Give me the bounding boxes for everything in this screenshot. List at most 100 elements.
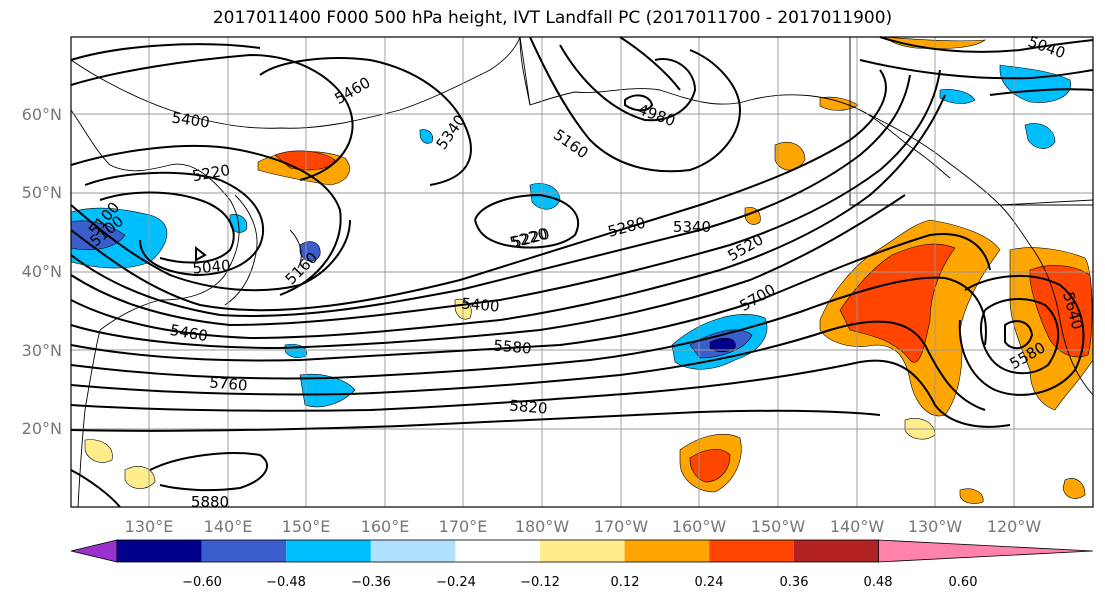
- height-contour: [70, 43, 261, 61]
- plot-frame: [70, 36, 1094, 508]
- ivt-shaded-region: [1062, 478, 1086, 499]
- height-contour: [958, 275, 1085, 396]
- ivt-shaded-region: [999, 64, 1072, 103]
- colorbar-tick-label: 0.48: [864, 575, 893, 590]
- contour-label: 5880: [191, 493, 229, 511]
- colorbar-tick-label: −0.36: [351, 575, 391, 590]
- colorbar-segment: [201, 540, 287, 562]
- colorbar-arrow-high: [878, 539, 1094, 563]
- contour-label: 5400: [461, 294, 501, 315]
- height-contour: [979, 298, 1060, 375]
- colorbar-tick-label: −0.24: [436, 575, 476, 590]
- contour-label: 5820: [509, 396, 549, 417]
- lat-label: 60°N: [22, 105, 62, 124]
- lon-label: 170°W: [594, 517, 649, 536]
- height-contour: [989, 88, 1094, 96]
- coastline: [859, 109, 951, 179]
- lat-label: 20°N: [22, 419, 62, 438]
- lon-label: 170°E: [439, 517, 488, 536]
- height-contour: [70, 53, 354, 181]
- contour-label: 5580: [493, 336, 533, 357]
- coastline: [519, 36, 531, 106]
- height-contour: [99, 191, 235, 264]
- height-contour: [70, 359, 1011, 428]
- height-contour: [619, 36, 681, 91]
- low-center-mark: [195, 245, 207, 262]
- coastline: [849, 37, 1093, 206]
- coastline: [289, 229, 302, 269]
- coastline: [999, 199, 1094, 206]
- lon-label: 120°W: [987, 517, 1042, 536]
- height-contour: [70, 94, 946, 340]
- height-contour: [70, 74, 911, 317]
- colorbar-segment: [455, 540, 540, 562]
- contour-label: 5760: [209, 373, 249, 394]
- contour-label: 5040: [192, 256, 232, 277]
- colorbar-ticks: −0.60 −0.48 −0.36 −0.24 −0.12 0.12 0.24 …: [182, 575, 977, 590]
- height-contour: [70, 194, 906, 350]
- lat-label: 30°N: [22, 341, 62, 360]
- latitude-labels: 60°N 50°N 40°N 30°N 20°N: [22, 105, 62, 438]
- ivt-shading: [70, 36, 1094, 504]
- colorbar: [70, 539, 1094, 563]
- height-contour: [70, 469, 121, 508]
- gridlines: [71, 37, 1093, 507]
- height-contour: [859, 59, 1094, 80]
- ivt-shaded-region: [299, 373, 356, 408]
- colorbar-frame: [116, 539, 879, 563]
- height-contour: [259, 57, 472, 186]
- lon-label: 180°W: [515, 517, 570, 536]
- lon-label: 130°E: [125, 517, 174, 536]
- colorbar-tick-label: −0.12: [520, 575, 560, 590]
- ivt-shaded-region: [959, 488, 984, 504]
- height-contour: [529, 36, 742, 173]
- colorbar-tick-label: 0.12: [611, 575, 640, 590]
- colorbar-segment: [286, 540, 371, 562]
- height-contour: [474, 193, 580, 249]
- colorbar-arrow-low: [70, 539, 118, 563]
- height-contour: [70, 276, 987, 380]
- colorbar-tick-label: 0.60: [949, 575, 978, 590]
- colorbar-tick-label: 0.36: [780, 575, 809, 590]
- height-contour: [624, 94, 654, 112]
- ivt-shaded-region: [819, 96, 859, 111]
- height-contour: [70, 69, 887, 312]
- height-contour: [70, 69, 941, 327]
- lon-label: 150°W: [751, 517, 806, 536]
- colorbar-segment: [370, 540, 456, 562]
- lon-label: 160°E: [361, 517, 410, 536]
- lon-label: 140°E: [204, 517, 253, 536]
- ivt-shaded-region: [299, 241, 321, 262]
- height-contour: [70, 409, 881, 432]
- lon-label: 140°W: [830, 517, 885, 536]
- height-contour: [149, 452, 268, 492]
- height-contour: [70, 320, 986, 411]
- height-contour: [559, 44, 697, 122]
- height-contour: [70, 144, 342, 296]
- height-contours: [70, 36, 1094, 508]
- height-contour: [84, 171, 265, 277]
- colorbar-tick-label: 0.24: [695, 575, 724, 590]
- ivt-shaded-region: [1024, 123, 1056, 149]
- coastline: [519, 36, 1094, 396]
- ivt-shaded-region: [419, 129, 433, 144]
- ivt-shaded-region: [1029, 265, 1093, 358]
- longitude-labels: 130°E 140°E 150°E 160°E 170°E 180°W 170°…: [125, 517, 1042, 536]
- contour-label: 5340: [673, 218, 711, 236]
- height-contour: [70, 204, 351, 292]
- coastline: [224, 194, 258, 306]
- colorbar-segment: [117, 540, 202, 562]
- colorbar-tick-label: −0.60: [182, 575, 222, 590]
- colorbar-segment: [709, 540, 794, 562]
- height-contour: [879, 36, 1094, 53]
- colorbar-tick-label: −0.48: [266, 575, 306, 590]
- map-title: 2017011400 F000 500 hPa height, IVT Land…: [212, 8, 893, 28]
- ivt-shaded-region: [939, 89, 976, 104]
- ivt-shaded-region: [84, 439, 113, 463]
- lon-label: 160°W: [672, 517, 727, 536]
- contour-label: 5400: [171, 108, 211, 131]
- lat-label: 50°N: [22, 183, 62, 202]
- colorbar-segment: [624, 540, 710, 562]
- ivt-shaded-region: [124, 466, 156, 489]
